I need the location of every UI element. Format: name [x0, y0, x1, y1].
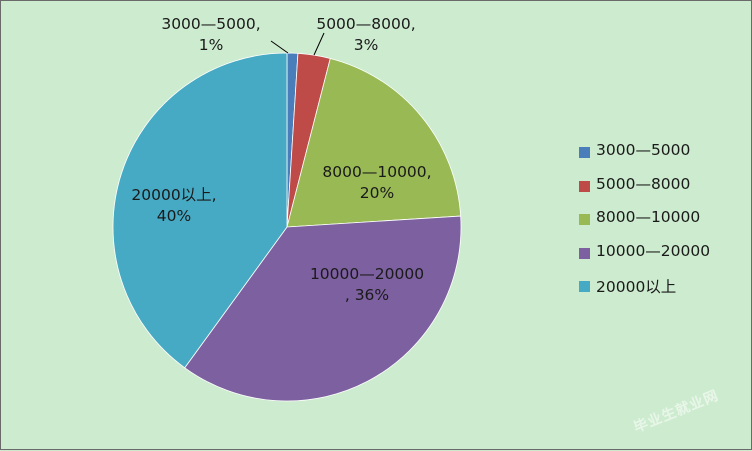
data-label-8000-10000-line1: 8000—10000, — [322, 163, 431, 181]
legend-item-20000: 20000以上 — [579, 275, 710, 309]
legend-label: 5000—8000 — [596, 174, 691, 193]
leader-line-3000-5000 — [270, 40, 289, 54]
data-label-5000-8000-line1: 5000—8000, — [316, 15, 415, 33]
data-label-3000-5000-line1: 3000—5000, — [161, 15, 260, 33]
legend-swatch — [579, 180, 590, 192]
legend-swatch — [579, 247, 590, 259]
leader-line-5000-8000 — [313, 32, 325, 56]
data-label-10000-20000-line1: 10000—20000 — [310, 265, 424, 283]
pie-slice-8000-10000 — [286, 57, 462, 228]
pie-slice-10000-20000 — [184, 215, 462, 402]
data-label-20000-line1: 20000以上, — [131, 186, 216, 204]
legend-label: 8000—10000 — [596, 208, 701, 226]
legend-item-8000-10000: 8000—10000 — [579, 208, 710, 242]
legend: 3000—5000 5000—8000 8000—10000 10000—20000 2… — [579, 141, 710, 309]
legend-item-5000-8000: 5000—8000 — [579, 175, 710, 209]
legend-label: 10000—20000 — [596, 241, 711, 260]
legend-swatch — [579, 147, 590, 158]
data-label-3000-5000-line2: 1% — [199, 36, 224, 54]
data-label-8000-10000-line2: 20% — [360, 184, 394, 202]
data-label-5000-8000-line2: 3% — [354, 36, 379, 54]
legend-item-3000-5000: 3000—5000 — [579, 141, 710, 175]
legend-label: 3000—5000 — [596, 141, 691, 159]
legend-swatch — [579, 281, 590, 292]
legend-label: 20000以上 — [596, 278, 677, 296]
legend-item-10000-20000: 10000—20000 — [579, 242, 710, 276]
data-label-10000-20000-line2: , 36% — [345, 286, 389, 304]
legend-swatch — [579, 214, 590, 225]
pie-slice-20000 — [112, 52, 288, 369]
data-label-20000-line2: 40% — [157, 207, 191, 225]
